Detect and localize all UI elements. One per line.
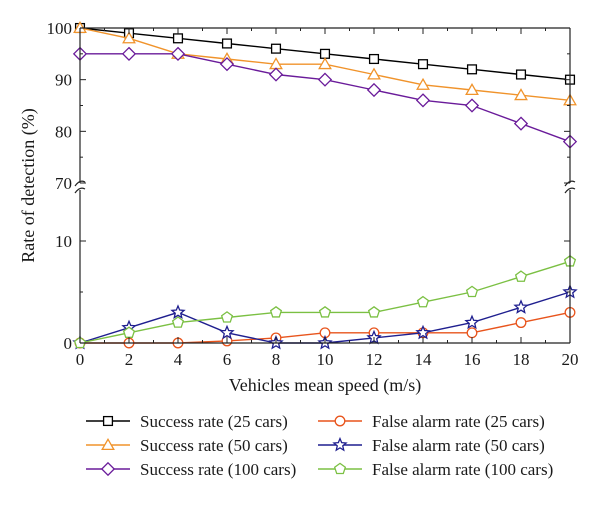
y-tick-label: 90 <box>55 71 72 90</box>
axis-break-mark-left-2 <box>74 187 86 194</box>
data-point-series-2 <box>317 72 333 87</box>
legend-marker-4 <box>332 436 348 452</box>
data-point-series-5 <box>171 316 185 328</box>
legend-marker-3 <box>334 415 346 427</box>
data-point-series-2 <box>170 46 186 61</box>
y-tick-label: 100 <box>47 19 73 38</box>
data-point-series-5 <box>220 311 234 323</box>
axis-break-mark-right-2 <box>564 187 576 194</box>
axis-break-mark-right-1 <box>564 180 576 187</box>
x-tick-label: 16 <box>464 350 481 369</box>
legend-label-1: Success rate (50 cars) <box>140 436 288 455</box>
data-point-series-0 <box>466 64 478 75</box>
y-tick-label: 70 <box>55 174 72 193</box>
data-point-series-4 <box>170 304 186 319</box>
legend-marker-5 <box>333 462 347 475</box>
data-point-series-2 <box>219 57 235 72</box>
data-point-series-1 <box>122 31 136 44</box>
x-tick-label: 14 <box>415 350 433 369</box>
y-axis-label: Rate of detection (%) <box>18 108 39 262</box>
data-point-series-5 <box>269 305 283 318</box>
x-tick-label: 6 <box>223 350 232 369</box>
x-tick-label: 8 <box>272 350 281 369</box>
x-tick-label: 12 <box>366 350 383 369</box>
x-tick-label: 18 <box>513 350 530 369</box>
data-point-series-0 <box>515 69 527 80</box>
legend-label-5: False alarm rate (100 cars) <box>372 460 553 479</box>
data-point-series-1 <box>465 82 479 96</box>
legend-label-2: Success rate (100 cars) <box>140 460 296 479</box>
data-point-series-2 <box>268 67 284 82</box>
data-point-series-5 <box>318 305 332 318</box>
legend-marker-1 <box>101 437 115 451</box>
data-point-series-3 <box>515 317 527 329</box>
x-tick-label: 2 <box>125 350 134 369</box>
data-point-series-5 <box>514 270 528 282</box>
data-point-series-0 <box>417 59 429 70</box>
legend-marker-0 <box>102 415 114 427</box>
data-point-series-5 <box>416 295 430 308</box>
data-point-series-2 <box>464 98 480 113</box>
data-point-series-1 <box>416 77 430 90</box>
legend-label-0: Success rate (25 cars) <box>140 412 288 431</box>
data-point-series-1 <box>367 67 381 80</box>
y-tick-label: 80 <box>55 122 72 141</box>
legend-label-4: False alarm rate (50 cars) <box>372 436 545 455</box>
x-tick-label: 20 <box>562 350 579 369</box>
data-point-series-2 <box>121 46 137 61</box>
legend-marker-2 <box>100 461 116 477</box>
x-axis-label: Vehicles mean speed (m/s) <box>229 375 421 396</box>
data-point-series-0 <box>172 33 184 44</box>
data-point-series-0 <box>270 43 282 54</box>
data-point-series-2 <box>366 82 382 98</box>
data-point-series-4 <box>464 314 480 330</box>
data-point-series-5 <box>367 305 381 318</box>
data-point-series-2 <box>415 93 431 108</box>
x-tick-label: 0 <box>76 350 85 369</box>
x-tick-label: 10 <box>317 350 334 369</box>
data-point-series-3 <box>466 327 478 339</box>
data-point-series-2 <box>513 116 529 131</box>
axis-break-mark-left-1 <box>74 180 86 187</box>
legend-label-3: False alarm rate (25 cars) <box>372 412 545 431</box>
y-tick-label: 0 <box>64 334 73 353</box>
data-point-series-1 <box>318 57 332 70</box>
data-point-series-4 <box>415 324 431 340</box>
data-point-series-5 <box>465 285 479 298</box>
data-point-series-0 <box>221 38 233 49</box>
data-point-series-0 <box>319 48 331 59</box>
data-point-series-0 <box>368 53 380 65</box>
data-point-series-1 <box>514 88 528 101</box>
y-tick-label: 10 <box>55 232 72 251</box>
data-point-series-4 <box>513 299 529 314</box>
x-tick-label: 4 <box>174 350 183 369</box>
data-point-series-4 <box>219 324 235 340</box>
